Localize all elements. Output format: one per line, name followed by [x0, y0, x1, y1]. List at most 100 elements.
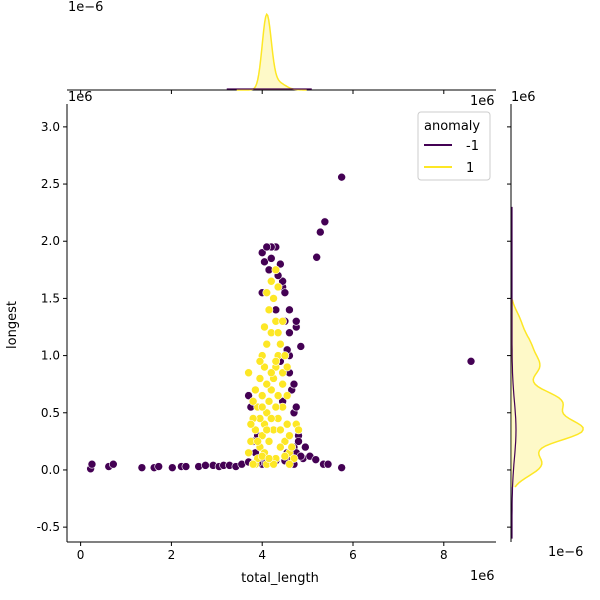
right-marginal-density	[507, 104, 584, 542]
scatter-point	[291, 316, 301, 326]
scatter-point	[264, 305, 274, 315]
scatter-point	[262, 408, 272, 418]
scatter-point	[278, 379, 287, 389]
scatter-point	[337, 172, 346, 182]
scatter-point	[269, 294, 278, 303]
scatter-point	[280, 288, 290, 297]
scatter-point	[264, 437, 274, 446]
x-axis-label: total_length	[241, 571, 319, 586]
scatter-point	[255, 374, 265, 383]
y-tick-label: 0.0	[41, 463, 60, 477]
scatter-point	[251, 385, 260, 395]
x-scale-label-top: 1e6	[470, 94, 495, 109]
right-density-line-1	[511, 299, 584, 488]
scatter-point	[246, 419, 256, 429]
scatter-point	[291, 402, 301, 412]
x-tick-label: 6	[349, 548, 357, 562]
y-axis-label: longest	[5, 301, 20, 349]
scatter-point	[260, 257, 269, 267]
right-density-fill	[511, 298, 583, 488]
scatter-point	[280, 351, 290, 360]
scatter-point	[266, 385, 276, 395]
scatter-point	[289, 379, 299, 389]
scatter-point	[266, 414, 276, 423]
scatter-point	[264, 454, 274, 463]
scatter-point	[285, 459, 294, 469]
scatter-point	[244, 368, 253, 378]
scatter-point	[266, 254, 276, 263]
right-density-line-neg1	[511, 206, 517, 539]
legend-title: anomaly	[424, 119, 480, 134]
legend-label-neg1: -1	[466, 139, 479, 154]
scatter-point	[262, 425, 272, 435]
scatter-point	[273, 328, 283, 338]
scatter-point	[273, 391, 283, 400]
scatter-point	[301, 442, 310, 452]
x-tick-label: 4	[258, 548, 266, 562]
scatter-point	[271, 402, 281, 412]
scatter-point	[262, 288, 272, 297]
scatter-point	[280, 451, 290, 461]
scatter-point	[276, 259, 285, 269]
scatter-point	[266, 276, 276, 286]
scatter-point	[285, 328, 294, 338]
scatter-point	[269, 459, 278, 469]
scatter-point	[154, 462, 164, 471]
scatter-point	[278, 368, 287, 378]
scatter-point	[296, 342, 306, 351]
scatter-point	[276, 339, 285, 349]
scatter-point	[248, 459, 258, 469]
x-scale-label: 1e6	[470, 569, 495, 584]
scatter-point	[266, 368, 276, 378]
scatter-point	[262, 242, 272, 252]
y-tick-label: 2.0	[41, 234, 60, 248]
scatter-point	[282, 362, 292, 372]
right-marginal-scale-label: 1e−6	[548, 545, 583, 560]
y-tick-label: -0.5	[37, 520, 60, 534]
top-marginal-scale-label: 1e−6	[68, 0, 103, 15]
scatter-point	[262, 339, 272, 349]
scatter-point	[260, 362, 269, 372]
legend: anomaly -1 1	[417, 111, 491, 181]
y-tick-label: 3.0	[41, 120, 60, 134]
scatter-point	[257, 431, 267, 440]
y-tick-label: 1.0	[41, 349, 60, 363]
scatter-point	[244, 448, 253, 458]
scatter-point	[285, 305, 294, 315]
scatter-point	[273, 282, 283, 292]
scatter-point	[316, 227, 325, 237]
scatter-points	[86, 172, 476, 474]
x-tick-label: 0	[77, 548, 85, 562]
scatter-point	[109, 459, 118, 469]
scatter-point	[289, 454, 299, 463]
scatter-point	[253, 437, 262, 446]
main-axes: 0 2 4 6 8 -0.5 0.0 0.5 1.0 1.5 2.0 2.5 3.0	[37, 104, 496, 562]
y-tick-label: 0.5	[41, 406, 60, 420]
y-scale-label: 1e6	[68, 90, 93, 105]
scatter-point	[312, 252, 321, 262]
scatter-point	[260, 322, 269, 332]
scatter-point	[320, 217, 330, 227]
scatter-point	[257, 391, 267, 400]
scatter-point	[294, 425, 303, 435]
scatter-point	[248, 397, 258, 406]
scatter-point	[466, 357, 476, 366]
y-tick-label: 1.5	[41, 291, 60, 305]
scatter-point	[168, 463, 177, 472]
scatter-point	[244, 391, 253, 400]
scatter-point	[264, 397, 274, 406]
scatter-point	[181, 462, 191, 471]
scatter-point	[137, 463, 147, 472]
scatter-point	[276, 425, 285, 435]
scatter-point	[201, 461, 210, 470]
legend-box	[417, 111, 491, 181]
x-tick-label: 8	[440, 548, 448, 562]
scatter-point	[276, 442, 285, 452]
scatter-point	[282, 419, 292, 429]
scatter-point	[285, 431, 294, 440]
y-tick-label: 2.5	[41, 177, 60, 191]
scatter-point	[257, 248, 267, 257]
scatter-point	[282, 391, 292, 400]
scatter-point	[87, 459, 97, 469]
